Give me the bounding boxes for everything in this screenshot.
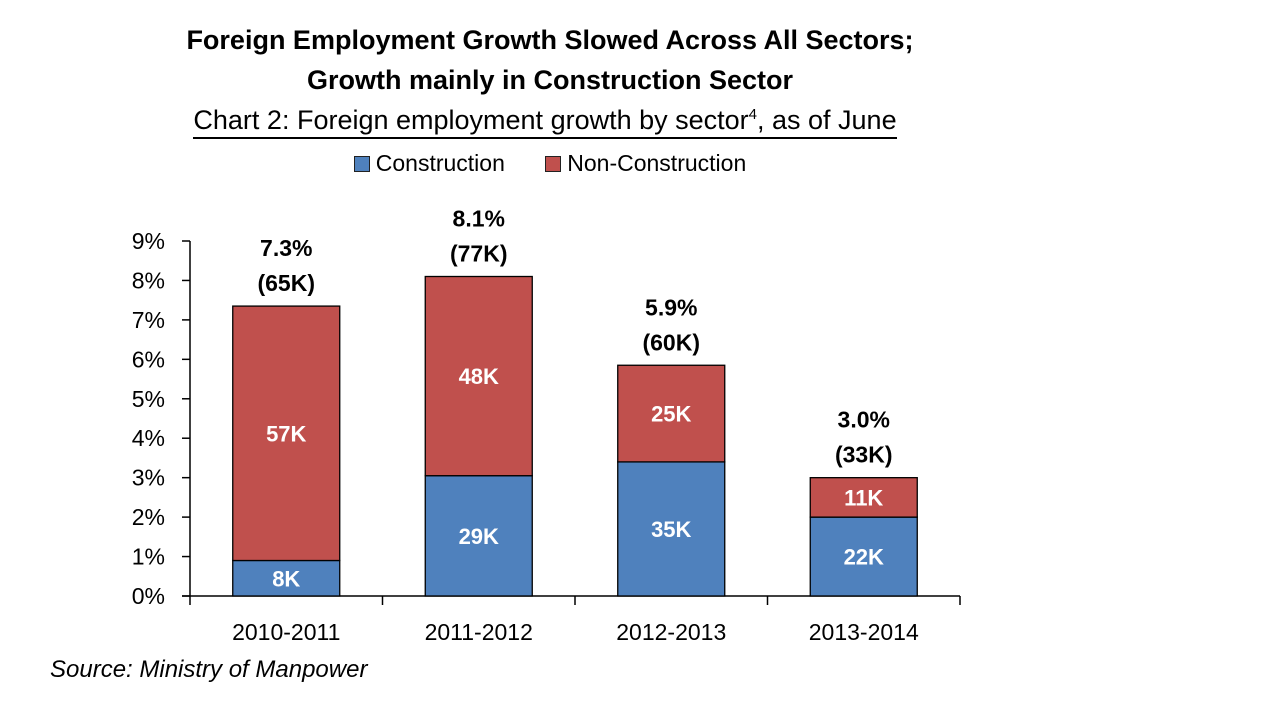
bar-label-construction: 29K	[459, 524, 499, 549]
bar-label-non-construction: 57K	[266, 421, 306, 446]
y-tick-label: 0%	[132, 583, 165, 609]
legend-swatch-non-construction	[545, 156, 562, 172]
x-tick-label: 2011-2012	[425, 619, 533, 645]
bar-non-construction	[424, 275, 533, 477]
bar-non-construction	[232, 305, 341, 562]
chart-subtitle-footnote-marker: 4	[748, 106, 757, 123]
total-percent-label: 3.0%	[838, 407, 890, 433]
legend-item-construction: Construction	[353, 148, 505, 178]
total-percent-label: 5.9%	[645, 294, 697, 320]
chart-subtitle-tail: , as of June	[757, 105, 897, 135]
chart-subtitle: Chart 2: Foreign employment growth by se…	[0, 100, 1090, 140]
legend-label-non-construction: Non-Construction	[567, 150, 747, 176]
bar-label-construction: 35K	[651, 517, 691, 542]
y-tick-label: 1%	[132, 544, 165, 570]
x-tick-label: 2013-2014	[809, 619, 919, 645]
total-count-label: (77K)	[450, 241, 508, 267]
legend-label-construction: Construction	[375, 150, 505, 176]
source-note: Source: Ministry of Manpower	[50, 656, 368, 683]
y-tick-label: 2%	[132, 504, 165, 530]
bar-label-non-construction: 48K	[459, 364, 499, 389]
chart-title-line-1: Foreign Employment Growth Slowed Across …	[186, 25, 914, 55]
bar-label-non-construction: 11K	[844, 485, 883, 510]
bar-construction	[617, 461, 726, 597]
total-count-label: (33K)	[835, 442, 893, 468]
y-tick-label: 6%	[132, 346, 165, 372]
x-tick-label: 2012-2013	[616, 619, 726, 645]
x-tick-label: 2010-2011	[232, 619, 340, 645]
y-tick-label: 5%	[132, 386, 165, 412]
y-tick-label: 9%	[132, 228, 165, 254]
total-count-label: (65K)	[257, 270, 315, 296]
total-percent-label: 7.3%	[260, 235, 312, 261]
bar-label-construction: 8K	[272, 566, 300, 591]
bar-construction	[424, 475, 533, 597]
chart-subtitle-underlined: Chart 2: Foreign employment growth by se…	[193, 105, 897, 139]
legend-item-non-construction: Non-Construction	[545, 148, 746, 178]
bar-non-construction	[617, 364, 726, 463]
chart-subtitle-text: Chart 2: Foreign employment growth by se…	[193, 105, 749, 135]
bar-label-construction: 22K	[844, 545, 884, 570]
bar-non-construction	[809, 477, 918, 518]
y-tick-label: 7%	[132, 307, 165, 333]
chart-legend: Construction Non-Construction	[0, 148, 1100, 178]
y-tick-label: 4%	[132, 425, 165, 451]
y-tick-label: 8%	[132, 267, 165, 293]
y-tick-label: 3%	[132, 465, 165, 491]
legend-swatch-construction	[353, 156, 370, 172]
total-percent-label: 8.1%	[453, 206, 505, 232]
chart-title-line-2: Growth mainly in Construction Sector	[306, 65, 794, 95]
total-count-label: (60K)	[642, 329, 700, 355]
bar-label-non-construction: 25K	[651, 402, 691, 427]
